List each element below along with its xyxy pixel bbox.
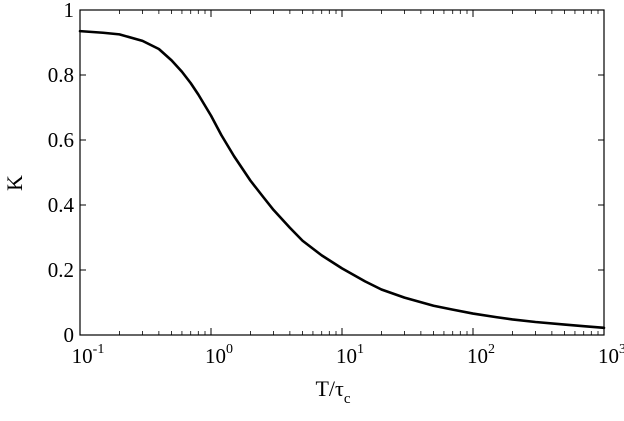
y-tick-label: 0 bbox=[64, 323, 75, 347]
y-tick-label: 0.2 bbox=[48, 258, 74, 282]
x-tick-label: 103 bbox=[598, 342, 624, 368]
y-tick-label: 0.8 bbox=[48, 63, 74, 87]
plot-area-border bbox=[79, 9, 605, 336]
x-tick-label: 101 bbox=[336, 342, 364, 368]
axis-ticks bbox=[79, 9, 605, 336]
x-axis-label-main: T/τ bbox=[315, 376, 344, 401]
y-tick-label: 0.4 bbox=[48, 193, 75, 217]
x-tick-label: 102 bbox=[467, 342, 495, 368]
plot-frame bbox=[79, 9, 605, 336]
x-axis-label: T/τc bbox=[315, 376, 350, 407]
y-axis-label: K bbox=[2, 175, 27, 191]
x-tick-label: 10-1 bbox=[72, 342, 105, 368]
series-line-0 bbox=[78, 29, 606, 330]
tick-labels: 0 0.2 0.4 0.6 0.8 1 10-1 100 101 102 103 bbox=[48, 0, 624, 368]
series-group bbox=[78, 29, 606, 330]
y-tick-label: 1 bbox=[64, 0, 75, 22]
x-tick-label: 100 bbox=[205, 342, 233, 368]
x-axis-label-subscript: c bbox=[344, 391, 351, 407]
y-tick-label: 0.6 bbox=[48, 128, 74, 152]
